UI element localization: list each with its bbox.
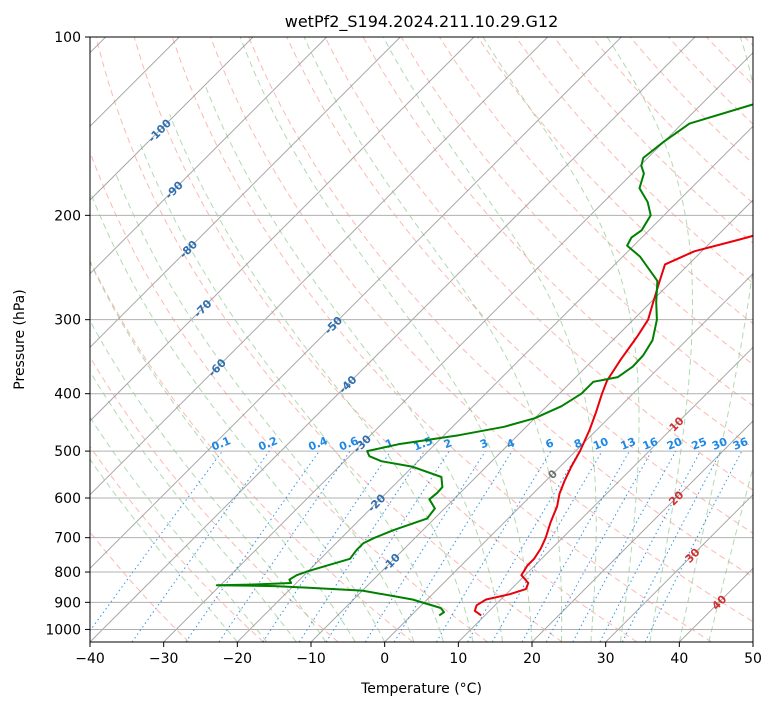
- mixing-ratio-line: [185, 450, 320, 642]
- moist-adiabat: [90, 458, 238, 642]
- moist-adiabat: [91, 195, 386, 642]
- moist-adiabat: [708, 465, 753, 642]
- isotherm-line: [90, 37, 254, 201]
- y-tick-label: 300: [54, 313, 81, 329]
- x-tick-label: −30: [149, 651, 179, 667]
- y-axis-title: Pressure (hPa): [12, 289, 28, 389]
- mixing-ratio-labels: 0.1 0.2 0.4 0.6 1 1.5 2 3 4 6 8 10 13 16 20 25 30 36: [210, 434, 751, 453]
- dry-adiabat: [95, 37, 563, 642]
- moist-adiabat: [90, 260, 356, 642]
- mixing-ratio-label: 25: [690, 435, 709, 453]
- moist-adiabat: [115, 173, 415, 642]
- dry-adiabat: [248, 37, 753, 578]
- y-tick-label: 800: [54, 565, 81, 581]
- plot-frame: [89, 36, 754, 643]
- profile-series: [215, 103, 753, 617]
- mixing-ratio-line: [364, 450, 486, 642]
- x-tick-label: −10: [296, 651, 326, 667]
- mixing-ratio-line: [262, 450, 392, 642]
- x-axis: −40 −30 −20 −10 0 10 20 30 40 50: [75, 642, 762, 667]
- dry-adiabat: [324, 37, 753, 491]
- moist-adiabat: [90, 319, 327, 642]
- mixing-ratio-line: [325, 450, 450, 642]
- moist-adiabat: [90, 416, 268, 642]
- mixing-ratio-label: 8: [572, 436, 584, 451]
- mixing-ratio-label: 36: [731, 435, 750, 453]
- isotherm-line: [236, 125, 753, 642]
- mixing-ratio-line: [599, 450, 701, 642]
- y-tick-label: 500: [54, 444, 81, 460]
- mixing-ratio-label: 13: [619, 435, 638, 453]
- dry-adiabat: [90, 259, 414, 642]
- x-tick-label: −40: [75, 651, 105, 667]
- mixing-ratio-line: [298, 450, 425, 642]
- moist-adiabat: [482, 37, 640, 642]
- isotherm-line: [90, 37, 401, 349]
- x-tick-label: 10: [449, 651, 467, 667]
- dry-adiabat: [171, 37, 712, 642]
- x-tick-label: 0: [380, 651, 389, 667]
- y-tick-label: 900: [54, 595, 81, 611]
- y-tick-label: 200: [54, 208, 81, 224]
- mixing-ratio-line: [393, 450, 513, 642]
- moist-adiabat: [382, 37, 597, 642]
- isotherm-line: [90, 37, 622, 570]
- dry-adiabat: [515, 37, 753, 284]
- background-lines: [90, 37, 753, 642]
- mixing-ratio-label: 2: [442, 436, 454, 451]
- x-tick-label: 20: [523, 651, 541, 667]
- x-axis-title: Temperature (°C): [360, 681, 482, 697]
- y-tick-label: 700: [54, 531, 81, 547]
- moist-adiabat: [606, 37, 693, 642]
- mixing-ratio-label: 3: [478, 436, 490, 451]
- dry-adiabat: [133, 37, 638, 642]
- y-axis: 100 200 300 400 500 600 700 800 900 1000: [45, 30, 90, 638]
- moist-adiabat: [303, 37, 563, 642]
- y-tick-label: 600: [54, 491, 81, 507]
- isotherm-line: [90, 37, 328, 275]
- mixing-ratio-line: [218, 450, 351, 642]
- isotherm-line: [605, 493, 753, 642]
- mixing-ratio-line: [435, 450, 552, 642]
- y-tick-label: 1000: [45, 622, 81, 638]
- isotherm-line: [90, 37, 475, 422]
- dewpoint-profile: [215, 103, 753, 617]
- dry-adiabat: [90, 445, 264, 642]
- x-tick-label: 30: [597, 651, 615, 667]
- isotherm-line: [90, 37, 696, 642]
- isotherm-line: [384, 272, 753, 642]
- mixing-ratio-label: 1: [383, 436, 395, 451]
- temperature-profile: [473, 234, 753, 617]
- isotherm-line: [310, 199, 753, 642]
- x-tick-label: 50: [744, 651, 762, 667]
- dry-adiabat: [286, 37, 753, 534]
- moist-adiabat: [204, 83, 503, 642]
- x-tick-label: −20: [223, 651, 253, 667]
- moist-adiabat: [169, 114, 474, 642]
- mixing-ratio-line: [467, 450, 580, 642]
- mixing-ratio-label: 30: [710, 435, 729, 453]
- moist-adiabat: [678, 37, 753, 642]
- mixing-ratio-label: 10: [591, 435, 610, 453]
- chart-title: wetPf2_S194.2024.211.10.29.G12: [285, 12, 559, 32]
- mixing-ratio-label: 20: [665, 435, 684, 453]
- isotherm-line: [90, 37, 549, 496]
- moist-adiabat: [90, 370, 297, 642]
- dry-adiabat: [210, 37, 753, 623]
- isotherm-line: [531, 420, 753, 642]
- mixing-ratio-line: [572, 450, 677, 642]
- moist-adiabat: [239, 37, 533, 642]
- x-tick-label: 40: [670, 651, 688, 667]
- y-tick-label: 100: [54, 30, 81, 46]
- mixing-ratio-label: 16: [641, 435, 660, 453]
- y-tick-label: 400: [54, 387, 81, 403]
- isotherm-line: [457, 346, 753, 642]
